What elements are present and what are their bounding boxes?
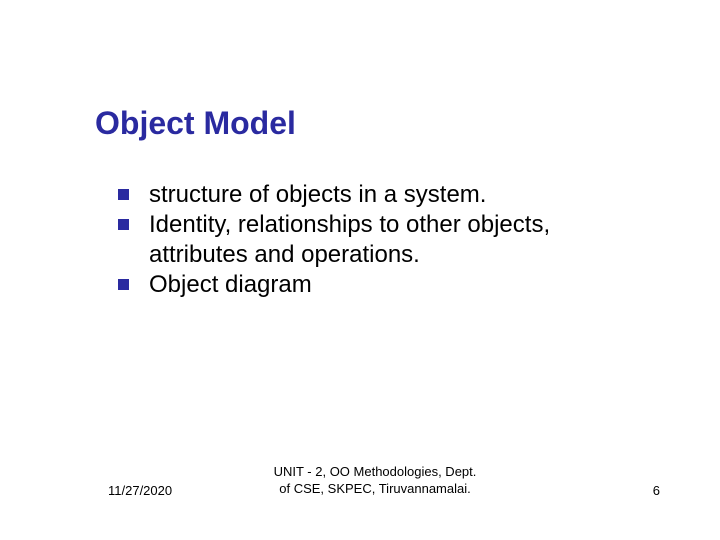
- footer-page-number: 6: [653, 483, 660, 498]
- footer-center-line2: of CSE, SKPEC, Tiruvannamalai.: [279, 481, 470, 496]
- bullet-square-icon: [118, 219, 129, 230]
- slide-title: Object Model: [95, 105, 296, 142]
- bullet-square-icon: [118, 189, 129, 200]
- slide-footer: 11/27/2020 UNIT - 2, OO Methodologies, D…: [0, 458, 720, 498]
- list-item: Object diagram: [118, 270, 638, 300]
- bullet-text: Identity, relationships to other objects…: [149, 210, 638, 270]
- footer-date: 11/27/2020: [108, 483, 172, 498]
- footer-center: UNIT - 2, OO Methodologies, Dept. of CSE…: [250, 464, 500, 498]
- slide-container: Object Model structure of objects in a s…: [0, 0, 720, 540]
- footer-center-line1: UNIT - 2, OO Methodologies, Dept.: [274, 464, 477, 479]
- bullet-text: Object diagram: [149, 270, 312, 300]
- list-item: structure of objects in a system.: [118, 180, 638, 210]
- bullet-text: structure of objects in a system.: [149, 180, 486, 210]
- bullet-square-icon: [118, 279, 129, 290]
- list-item: Identity, relationships to other objects…: [118, 210, 638, 270]
- bullet-list: structure of objects in a system. Identi…: [118, 180, 638, 300]
